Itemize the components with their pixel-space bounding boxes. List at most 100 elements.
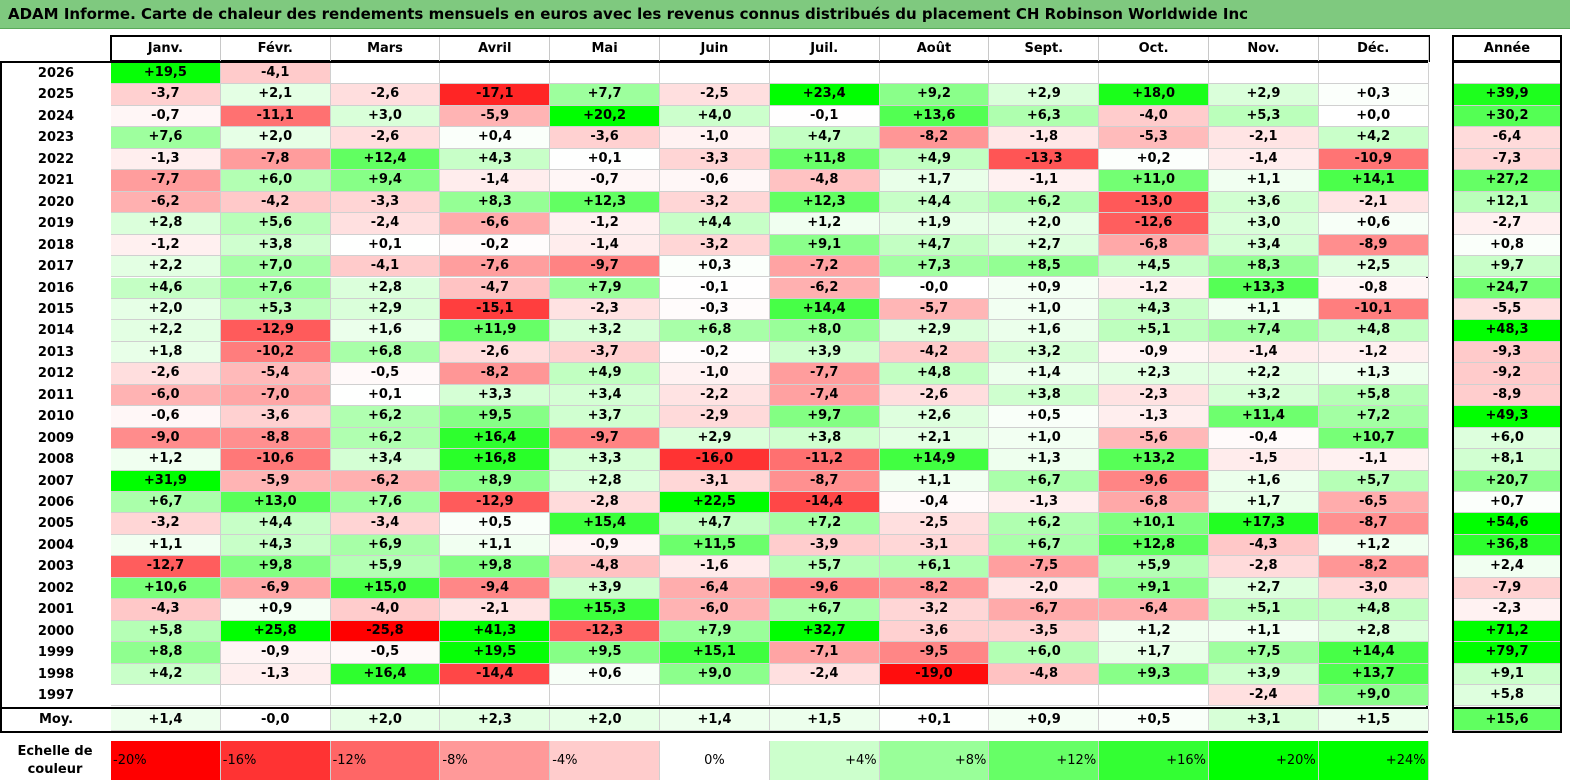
annual-cell: +27,2 <box>1454 170 1560 192</box>
heatmap-cell: +4,3 <box>1099 298 1209 321</box>
heatmap-cell: +1,1 <box>1209 170 1319 192</box>
heatmap-cell: -2,1 <box>1318 191 1429 214</box>
heatmap-cell: +11,4 <box>1209 406 1319 428</box>
heatmap-cell: +6,2 <box>330 406 441 428</box>
heatmap-cell: +0,1 <box>330 384 441 407</box>
heatmap-cell: -13,0 <box>1099 191 1209 214</box>
heatmap-cell: -0,6 <box>111 406 221 428</box>
heatmap-cell: +25,8 <box>220 620 331 643</box>
heatmap-cell: +6,0 <box>989 642 1100 664</box>
heatmap-cell: -16,0 <box>660 449 770 471</box>
heatmap-cell: -3,7 <box>111 84 221 106</box>
year-label: 2017 <box>37 259 75 275</box>
month-header: Juil. <box>770 37 880 62</box>
heatmap-cell: -6,4 <box>1099 599 1209 621</box>
heatmap-cell: -8,7 <box>769 470 880 492</box>
heatmap-cell: +0,1 <box>330 234 441 257</box>
heatmap-cell: -7,6 <box>440 256 551 278</box>
heatmap-cell: -3,0 <box>1318 577 1429 600</box>
heatmap-cell: -6,4 <box>660 577 770 600</box>
heatmap-cell: -10,2 <box>220 341 331 364</box>
heatmap-cell: -8,2 <box>879 127 990 149</box>
annual-cell: +39,9 <box>1454 84 1560 106</box>
heatmap-cell: +2,1 <box>220 84 331 106</box>
heatmap-cell: +1,2 <box>111 449 221 471</box>
heatmap-cell: +6,2 <box>330 427 441 450</box>
heatmap-cell: +2,9 <box>989 84 1100 106</box>
year-label: 2009 <box>37 430 75 446</box>
heatmap-cell: +5,8 <box>111 620 221 643</box>
heatmap-cell: +5,9 <box>1099 556 1209 578</box>
heatmap-cell: +1,0 <box>989 298 1100 321</box>
heatmap-cell <box>220 685 331 707</box>
scale-swatch: +16% <box>1099 741 1209 780</box>
heatmap-cell: -11,1 <box>220 105 331 128</box>
heatmap-cell: -1,2 <box>111 234 221 257</box>
heatmap-cell: -0,1 <box>660 277 770 299</box>
heatmap-cell: +3,9 <box>1209 663 1319 686</box>
heatmap-cell: -0,1 <box>769 105 880 128</box>
heatmap-cell: +7,6 <box>111 127 221 149</box>
heatmap-cell: -1,0 <box>660 363 770 385</box>
heatmap-cell: +15,0 <box>330 577 441 600</box>
heatmap-cell: -1,3 <box>1099 406 1209 428</box>
heatmap-cell: +31,9 <box>111 470 221 492</box>
heatmap-cell: -2,6 <box>330 84 441 106</box>
year-label: 2016 <box>37 280 75 296</box>
annual-cell: -2,7 <box>1454 213 1560 235</box>
heatmap-cell: -2,5 <box>660 84 770 106</box>
heatmap-cell: -14,4 <box>440 663 551 686</box>
heatmap-cell: +6,8 <box>330 341 441 364</box>
heatmap-cell: -1,2 <box>550 213 660 235</box>
year-label: 2026 <box>37 66 75 81</box>
year-label: 1998 <box>37 666 75 682</box>
heatmap-cell: +0,3 <box>1318 84 1429 106</box>
year-label: 2002 <box>37 580 75 596</box>
heatmap-cell: +0,9 <box>220 599 331 621</box>
heatmap-cell: +2,5 <box>1318 256 1429 278</box>
annual-cell: +71,2 <box>1454 620 1560 643</box>
heatmap-cell: -0,9 <box>1099 341 1209 364</box>
month-header: Mars <box>331 37 441 62</box>
heatmap-cell: +1,2 <box>1318 534 1429 557</box>
heatmap-cell: +2,2 <box>1209 363 1319 385</box>
heatmap-cell: +0,3 <box>660 256 770 278</box>
heatmap-cell: +4,3 <box>220 534 331 557</box>
heatmap-cell: +3,3 <box>550 449 660 471</box>
heatmap-cell: +1,1 <box>1209 298 1319 321</box>
heatmap-cell: +6,1 <box>879 556 990 578</box>
heatmap-cell <box>440 685 551 707</box>
heatmap-cell: +0,0 <box>1318 105 1429 128</box>
heatmap-cell: +4,4 <box>660 213 770 235</box>
heatmap-cell: +6,7 <box>769 599 880 621</box>
year-label: 2025 <box>37 87 75 103</box>
heatmap-cell: +10,7 <box>1318 427 1429 450</box>
heatmap-cell: +5,6 <box>220 213 331 235</box>
year-label: 2004 <box>37 537 75 553</box>
heatmap-cell: +2,8 <box>330 277 441 299</box>
annual-cell: -5,5 <box>1454 298 1560 321</box>
heatmap-cell: -12,7 <box>111 556 221 578</box>
year-label: 2010 <box>37 409 75 425</box>
heatmap-cell: +7,6 <box>330 492 441 514</box>
heatmap-cell: -4,8 <box>550 556 660 578</box>
annual-cell <box>1454 63 1560 85</box>
heatmap-cell: -3,6 <box>220 406 331 428</box>
annual-cell: -9,3 <box>1454 341 1560 364</box>
heatmap-cell: +8,8 <box>111 642 221 664</box>
heatmap-cell: -9,6 <box>769 577 880 600</box>
heatmap-cell: +1,2 <box>769 213 880 235</box>
annual-cell: +20,7 <box>1454 470 1560 492</box>
heatmap-cell: -0,6 <box>660 170 770 192</box>
heatmap-cell: +0,6 <box>1318 213 1429 235</box>
heatmap-cell: -7,8 <box>220 148 331 171</box>
annual-cell: +9,1 <box>1454 663 1560 686</box>
heatmap-cell: +2,3 <box>1099 363 1209 385</box>
heatmap-cell: -7,7 <box>111 170 221 192</box>
heatmap-cell: +11,9 <box>440 320 551 342</box>
heatmap-cell: -1,2 <box>1099 277 1209 299</box>
heatmap-cell: +0,9 <box>989 277 1100 299</box>
heatmap-cell: +6,7 <box>989 470 1100 492</box>
heatmap-cell: -19,0 <box>879 663 990 686</box>
heatmap-cell: -3,6 <box>879 620 990 643</box>
